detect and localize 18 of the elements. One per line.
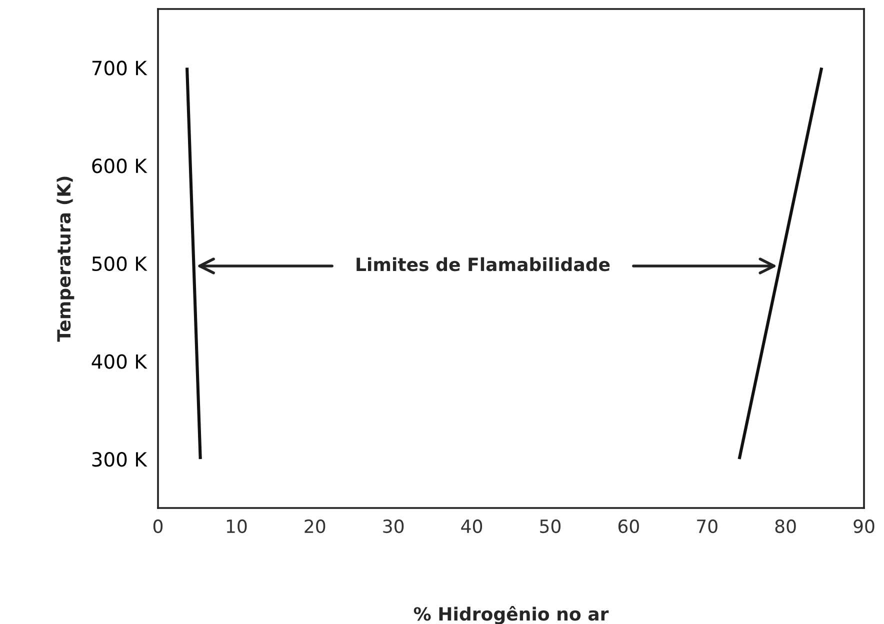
- y-tick-label: 400 K: [92, 354, 148, 369]
- x-tick-label: 40: [461, 519, 482, 534]
- y-tick-label: 300 K: [92, 452, 148, 467]
- x-axis-title: % Hidrogênio no ar: [414, 606, 609, 624]
- x-tick-label: 10: [226, 519, 247, 534]
- y-tick-label: 700 K: [92, 60, 148, 76]
- x-tick-label: 90: [854, 519, 874, 534]
- annotation: Limites de Flamabilidade: [356, 257, 610, 272]
- x-tick-label: 80: [775, 519, 796, 534]
- x-tick-label: 70: [697, 519, 718, 534]
- x-tick-label: 30: [383, 519, 404, 534]
- x-tick-label: 60: [618, 519, 639, 534]
- y-axis-title: Temperatura (K): [56, 176, 74, 342]
- x-tick-label: 50: [540, 519, 561, 534]
- x-tick-label: 0: [153, 519, 163, 534]
- y-tick-label: 500 K: [92, 256, 148, 272]
- x-tick-label: 20: [304, 519, 326, 534]
- y-tick-label: 600 K: [92, 158, 148, 174]
